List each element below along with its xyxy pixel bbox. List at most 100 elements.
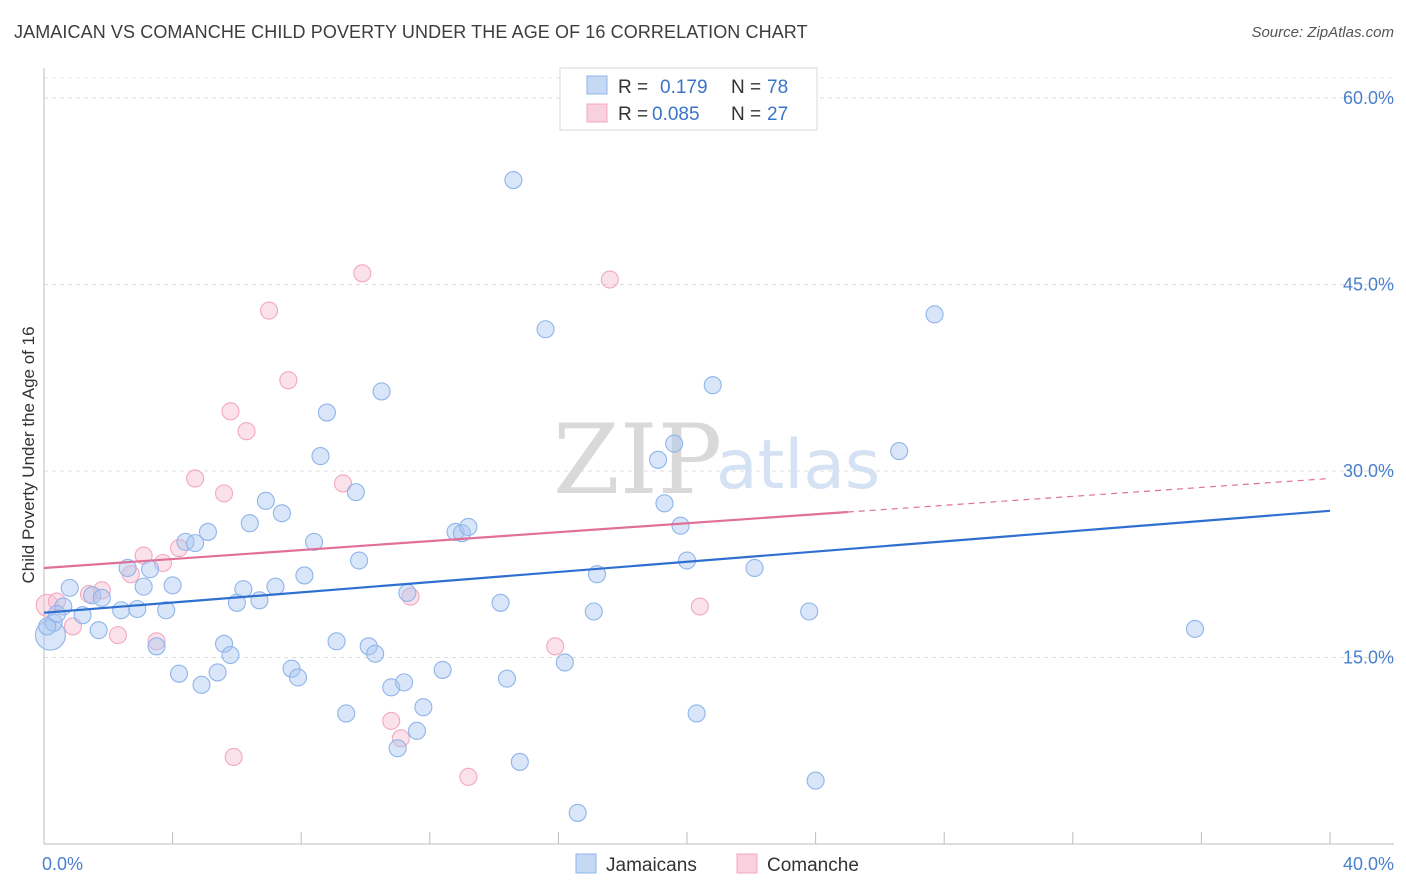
comanche-point <box>382 711 401 730</box>
jamaicans-points <box>34 171 1205 822</box>
jamaicans-point <box>703 376 722 395</box>
jamaicans-point <box>504 171 523 190</box>
jamaicans-point <box>134 577 153 596</box>
y-tick-label: 15.0% <box>1343 648 1394 668</box>
jamaicans-point <box>234 580 253 599</box>
jamaicans-point <box>649 450 668 469</box>
jamaicans-point <box>169 664 189 683</box>
comanche-point <box>333 474 353 493</box>
comanche-point <box>600 270 619 289</box>
jamaicans-point <box>305 532 324 551</box>
comanche-point <box>147 632 166 651</box>
legend-r-value-jamaicans: 0.179 <box>660 77 708 98</box>
y-tick-labels: 15.0% 30.0% 45.0% 60.0% <box>1343 88 1394 668</box>
comanche-point <box>259 301 279 320</box>
y-axis-label: Child Poverty Under the Age of 16 <box>19 326 38 583</box>
jamaicans-point <box>890 442 909 461</box>
jamaicans-point <box>208 663 227 682</box>
source-credit: Source: ZipAtlas.com <box>1251 24 1394 41</box>
jamaicans-point <box>221 645 240 665</box>
comanche-trend-line-extension <box>847 477 1331 513</box>
watermark-atlas: atlas <box>716 426 880 505</box>
jamaicans-point <box>337 704 356 723</box>
comanche-point <box>279 371 298 390</box>
y-tick-label: 60.0% <box>1343 88 1394 108</box>
x-tick-labels: 0.0% 40.0% <box>42 854 1394 874</box>
jamaicans-point <box>317 403 336 422</box>
y-tick-label: 30.0% <box>1343 461 1394 481</box>
jamaicans-point <box>433 660 452 679</box>
legend-swatch-comanche <box>586 103 608 123</box>
jamaicans-point <box>584 602 603 621</box>
legend-r-value-comanche: 0.085 <box>652 104 700 125</box>
jamaicans-point <box>38 617 57 636</box>
jamaicans-point <box>112 601 131 620</box>
jamaicans-point <box>388 739 407 758</box>
comanche-point <box>214 484 234 503</box>
jamaicans-point <box>925 305 944 324</box>
jamaicans-point <box>118 558 137 578</box>
legend-n-label-jamaicans: N = <box>731 77 761 98</box>
jamaicans-point <box>414 698 433 717</box>
chart-title: JAMAICAN VS COMANCHE CHILD POVERTY UNDER… <box>14 22 808 42</box>
jamaicans-point <box>350 551 369 570</box>
jamaicans-point <box>407 721 426 740</box>
jamaicans-point <box>555 653 574 672</box>
comanche-point <box>459 767 478 786</box>
comanche-point <box>391 729 410 748</box>
jamaicans-point <box>214 634 234 653</box>
bottom-legend-label-comanche: Comanche <box>767 855 859 876</box>
comanche-point <box>353 264 372 283</box>
comanche-point <box>186 469 205 488</box>
jamaicans-point <box>745 558 764 578</box>
jamaicans-point <box>806 771 825 790</box>
jamaicans-point <box>147 637 166 656</box>
jamaicans-point <box>89 621 108 640</box>
bottom-legend: Jamaicans Comanche <box>575 853 859 876</box>
jamaicans-point <box>800 602 819 621</box>
jamaicans-point <box>497 669 517 688</box>
jamaicans-point <box>47 604 66 624</box>
jamaicans-point <box>459 517 478 537</box>
jamaicans-point <box>198 522 218 541</box>
bottom-legend-swatch-comanche <box>736 853 758 874</box>
legend-r-label-jamaicans: R = <box>618 77 648 98</box>
jamaicans-point <box>491 593 510 612</box>
jamaicans-point <box>398 583 417 602</box>
jamaicans-point <box>687 704 706 723</box>
jamaicans-point <box>568 803 587 822</box>
axes <box>43 68 1394 845</box>
y-tick-label: 45.0% <box>1343 275 1394 295</box>
comanche-point <box>224 747 243 767</box>
trend-lines <box>43 477 1331 614</box>
jamaicans-point <box>192 675 211 694</box>
legend-n-label-comanche: N = <box>731 104 761 125</box>
jamaicans-point <box>372 382 391 401</box>
comanche-point <box>92 581 111 600</box>
legend-box: R = 0.179 N = 78 R = 0.085 N = 27 <box>559 67 818 131</box>
jamaicans-point <box>60 578 79 597</box>
jamaicans-point <box>655 494 674 513</box>
jamaicans-point <box>240 514 259 533</box>
jamaicans-point <box>92 588 111 607</box>
jamaicans-point <box>176 532 195 551</box>
legend-n-value-comanche: 27 <box>767 104 788 125</box>
jamaicans-point <box>665 434 684 453</box>
jamaicans-trend-line <box>43 509 1331 614</box>
jamaicans-point <box>128 599 147 619</box>
grid-lines <box>44 77 1394 658</box>
jamaicans-point <box>311 447 330 466</box>
jamaicans-point <box>1185 619 1205 638</box>
legend-swatch-jamaicans <box>586 75 608 95</box>
comanche-point <box>237 422 256 441</box>
jamaicans-point <box>266 577 285 596</box>
bottom-legend-label-jamaicans: Jamaicans <box>606 855 697 876</box>
legend-n-value-jamaicans: 78 <box>767 77 788 98</box>
jamaicans-point <box>163 576 182 595</box>
x-tick-label: 0.0% <box>42 854 83 874</box>
comanche-trend-line <box>43 510 848 570</box>
jamaicans-point <box>366 644 385 663</box>
jamaicans-point <box>272 504 291 523</box>
jamaicans-point <box>395 673 414 692</box>
